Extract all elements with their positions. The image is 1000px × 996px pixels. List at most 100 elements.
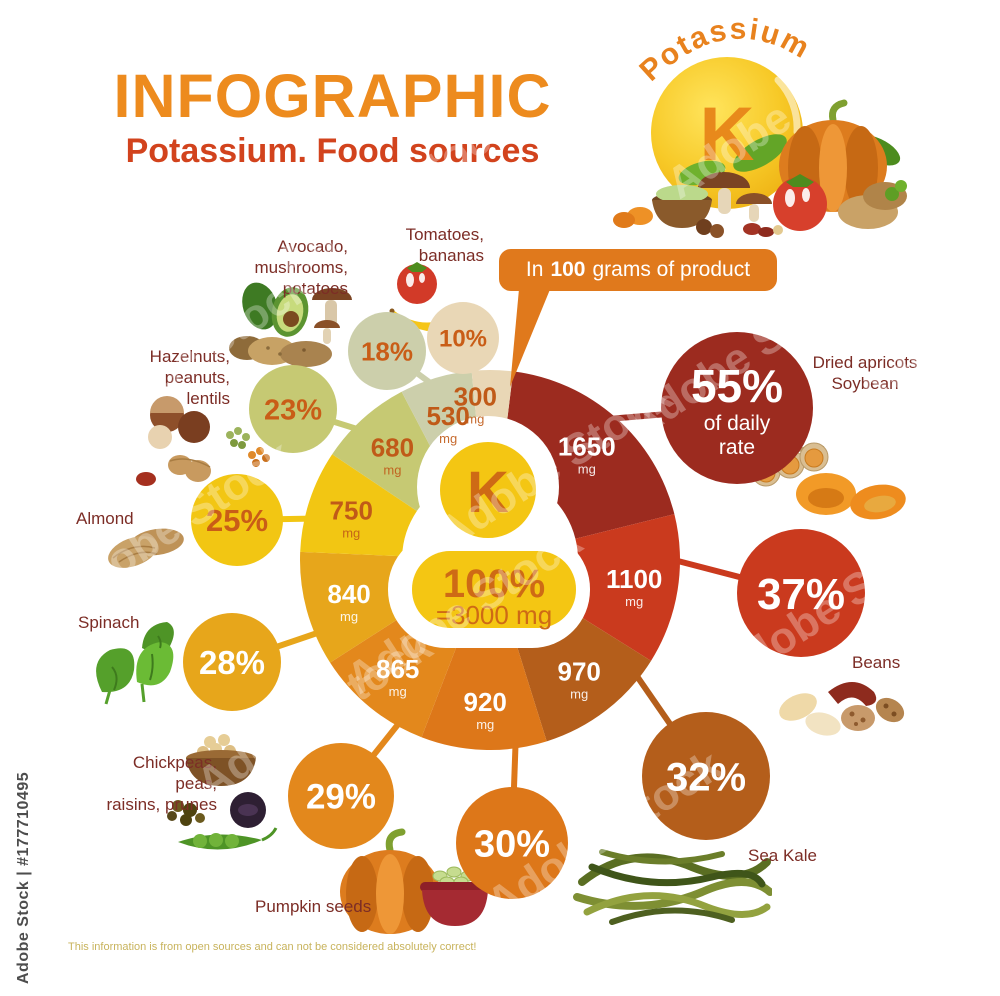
percent-value-tomatoes-bananas: 10%	[439, 326, 487, 353]
percent-value-hazelnuts-peanuts-lentils: 23%	[264, 394, 322, 426]
percent-circle-tomatoes-bananas	[427, 302, 499, 374]
almond-lines	[112, 545, 158, 563]
almond-illustration	[108, 528, 184, 568]
green-lentils-icon	[226, 427, 250, 449]
donut-segment-spinach	[300, 551, 416, 663]
percent-circle-chickpeas-peas-raisins-prunes	[288, 743, 394, 849]
nut-icon	[696, 219, 712, 235]
callout-bold: 100	[550, 258, 586, 281]
percent-value-almond: 25%	[206, 503, 268, 538]
potato-dot	[266, 346, 270, 350]
donut-segment-almond	[300, 454, 417, 557]
center-percent: 100%	[443, 562, 545, 606]
percent-circle-almond	[191, 474, 283, 566]
nut-icon	[710, 224, 724, 238]
percent-sub-dried-apricots-soybean: of daily	[704, 412, 771, 435]
mg-value-beans: 1100	[606, 564, 662, 594]
pumpkin-seeds-illustration	[340, 828, 490, 934]
mg-value-pumpkin-seeds: 920	[464, 687, 507, 717]
sea-kale-illustration	[573, 849, 772, 925]
mushroom-stem	[323, 328, 331, 344]
tomato-highlight	[419, 273, 425, 283]
pumpkin-lobe	[376, 854, 404, 934]
center-total-mg: =3000 mg	[436, 600, 552, 630]
chickpeas-illustration	[167, 734, 278, 850]
mushroom-icon	[314, 320, 340, 328]
red-bean-icon	[136, 472, 156, 486]
orange-lentils-icon	[248, 447, 270, 467]
pea-pod-tip	[261, 827, 278, 842]
callout-tail	[510, 287, 551, 387]
center-pill	[412, 551, 576, 628]
bean-icon	[779, 693, 817, 721]
mg-unit-pumpkin-seeds: mg	[476, 717, 494, 732]
apricot-crease	[808, 488, 844, 508]
mg-value-spinach: 840	[327, 579, 370, 609]
peanut-line	[169, 458, 211, 468]
seed-bowl-icon	[422, 890, 488, 926]
percent-value-avocado-mushrooms-potatoes: 18%	[361, 336, 413, 366]
donut-segment-beans	[564, 514, 680, 661]
mg-unit-dried-apricots-soybean: mg	[578, 462, 596, 477]
mushroom-stem	[749, 204, 759, 222]
ball-highlight	[774, 76, 801, 136]
hero-symbol: K	[700, 92, 755, 177]
apricot-crease	[864, 495, 896, 513]
percent-value-sea-kale: 32%	[666, 755, 746, 799]
mg-unit-chickpeas-peas-raisins-prunes: mg	[389, 684, 407, 699]
prune-swirl	[238, 804, 258, 816]
spinach-illustration	[96, 622, 174, 705]
mg-value-chickpeas-peas-raisins-prunes: 865	[376, 654, 419, 684]
donut-segment-dried-apricots-soybean	[500, 371, 675, 539]
mg-unit-avocado-mushrooms-potatoes: mg	[439, 431, 457, 446]
percent-circle-hazelnuts-peanuts-lentils	[249, 365, 337, 453]
percent-circle-beans	[737, 529, 865, 657]
pea	[193, 834, 207, 848]
bean-icon	[743, 223, 761, 235]
tomato-icon	[397, 264, 437, 304]
tomato-highlight	[406, 273, 414, 287]
hazelnuts-peanuts-lentils-illustration	[136, 396, 270, 491]
pea	[225, 834, 239, 848]
mushroom-stem	[718, 188, 731, 214]
hazelnut-cap	[150, 396, 184, 413]
pea	[209, 833, 223, 847]
percent-value-spinach: 28%	[199, 644, 265, 681]
spinach-stems	[104, 683, 146, 705]
tomato-highlight	[802, 188, 810, 202]
percent-circle-pumpkin-seeds	[456, 787, 568, 899]
beans-illustration	[779, 682, 905, 736]
mg-value-tomatoes-bananas: 300	[454, 382, 497, 412]
mg-value-hazelnuts-peanuts-lentils: 680	[371, 432, 414, 462]
mg-unit-beans: mg	[625, 594, 643, 609]
pumpkin-stem	[829, 99, 848, 124]
footnote: This information is from open sources an…	[68, 941, 477, 953]
bean-spot	[849, 711, 855, 717]
center-symbol: K	[467, 460, 509, 525]
potato-dot	[278, 352, 282, 356]
pumpkin-lobe	[819, 124, 847, 212]
hazelnut-kernel-icon	[148, 425, 172, 449]
leaf-icon	[733, 134, 787, 172]
bean-spot	[860, 717, 866, 723]
percent-value-dried-apricots-soybean: 55%	[691, 360, 783, 412]
bean-icon	[805, 712, 841, 736]
page-subtitle: Potassium. Food sources	[125, 132, 540, 171]
spotted-bean-icon	[875, 697, 905, 723]
almond-icon	[108, 536, 158, 568]
bowl-icon	[186, 758, 256, 786]
percent-circle-spinach	[183, 613, 281, 711]
chickpea-icon	[773, 225, 783, 235]
pumpkin-stem	[385, 828, 406, 854]
spinach-veins	[111, 635, 162, 691]
percent-circle-avocado-mushrooms-potatoes	[348, 312, 426, 390]
percent-sub-dried-apricots-soybean: rate	[719, 436, 755, 459]
bowl-greens	[656, 185, 708, 203]
tomato-leaves	[407, 262, 427, 272]
mushroom-stem	[325, 300, 337, 326]
mg-unit-sea-kale: mg	[570, 687, 588, 702]
bean-spot	[883, 703, 889, 709]
mg-value-dried-apricots-soybean: 1650	[558, 432, 616, 462]
peanut-icon	[185, 460, 211, 482]
